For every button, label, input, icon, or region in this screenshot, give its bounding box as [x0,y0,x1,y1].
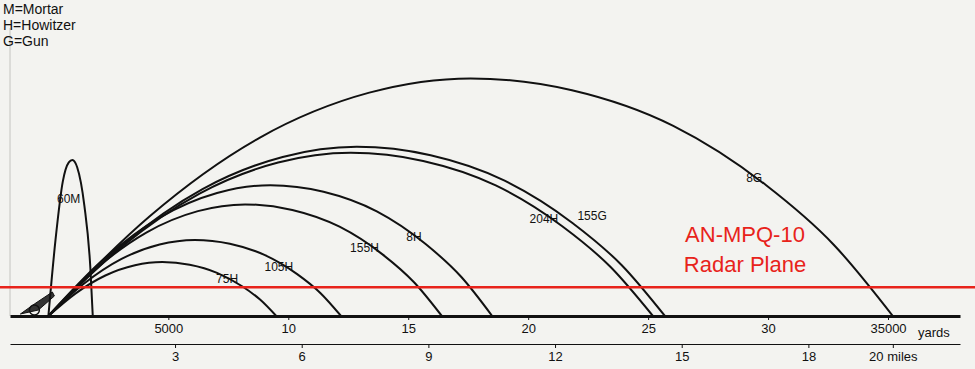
key-note: H=Howitzer [3,17,76,33]
series-labels: 60M 75H 105H 155H 8H 204H 155G 8G [57,171,762,286]
x-axis-tick-mark [408,316,409,320]
y-axis-line [10,28,11,316]
x-axis-tick-label: 30 [761,321,775,336]
x2-axis-tick-label: 6 [299,349,306,364]
x-axis-tick-label: 5000 [154,321,183,336]
chart: 5000 10 15 20 25 30 35000 yards 3 6 9 12 15 18 20 mile… [0,0,975,369]
trajectory [48,153,653,316]
series-label: 8G [746,171,762,185]
x2-axis-tick: 3 [172,344,179,364]
x2-axis-tick: 12 [548,344,562,364]
key-note: M=Mortar [3,1,64,17]
x2-axis-tick-mark [893,344,894,348]
series-label: 204H [530,212,559,226]
x2-axis-tick-label: 15 [675,349,689,364]
x-axis-tick: 20 [521,316,535,336]
x2-axis-tick-label: 18 [802,349,816,364]
radar-plane-line [0,286,975,289]
x2-axis-tick-label: 20 miles [869,349,918,364]
x2-axis-tick-mark [555,344,556,348]
x-axis-tick-label: 25 [641,321,655,336]
x-axis-tick-mark [288,316,289,320]
x-axis-tick-mark [528,316,529,320]
background [0,0,975,369]
x2-axis-tick: 6 [299,344,306,364]
x2-axis-tick: 9 [425,344,432,364]
plot-area [48,78,892,316]
x-axis-tick-label: 15 [401,321,415,336]
x-axis-tick-mark [648,316,649,320]
series-label: 105H [264,260,293,274]
x-axis-tick-mark [768,316,769,320]
x-axis-line [11,315,961,318]
x2-axis-tick: 15 [675,344,689,364]
trajectory [48,240,341,316]
x2-axis-tick-label: 3 [172,349,179,364]
x-axis-tick: 10 [282,316,296,336]
radar-plane-label: Radar Plane [684,252,806,277]
x-axis-tick: 30 [761,316,775,336]
trajectory [48,262,276,316]
series-label: 155H [350,241,379,255]
x2-axis-tick-mark [302,344,303,348]
gun-wheel [29,305,39,315]
key-note: G=Gun [3,33,49,49]
x2-axis: 3 6 9 12 15 18 20 miles [11,344,961,364]
x2-axis-tick-mark [428,344,429,348]
x2-axis-tick-mark [682,344,683,348]
series-label: 75H [216,272,238,286]
x-axis-tick-mark [888,316,889,320]
trajectory [48,78,892,316]
x-axis-tick: 5000 [154,316,183,336]
x2-axis-tick-label: 9 [425,349,432,364]
radar-plane-label: AN-MPQ-10 [685,222,805,247]
x-axis-tick-label: 35000 [870,321,906,336]
x-axis-tick: 15 [401,316,415,336]
x-axis-tick-label: 10 [282,321,296,336]
x-axis-tick-label: 20 [521,321,535,336]
series-label: 60M [57,192,80,206]
trajectory [48,147,665,316]
series-label: 8H [406,230,421,244]
x2-axis-line [11,344,961,345]
x-axis-tick: 25 [641,316,655,336]
x-axis: 5000 10 15 20 25 30 35000 [11,316,961,336]
x-axis-title: yards [918,325,950,340]
x2-axis-tick-mark [808,344,809,348]
series-label: 155G [577,209,606,223]
x2-axis-tick: 18 [802,344,816,364]
x-axis-tick-mark [168,316,169,320]
x2-axis-tick-mark [175,344,176,348]
x2-axis-tick-label: 12 [548,349,562,364]
x-axis-tick: 35000 [870,316,906,336]
x2-axis-tick: 20 miles [869,344,918,364]
